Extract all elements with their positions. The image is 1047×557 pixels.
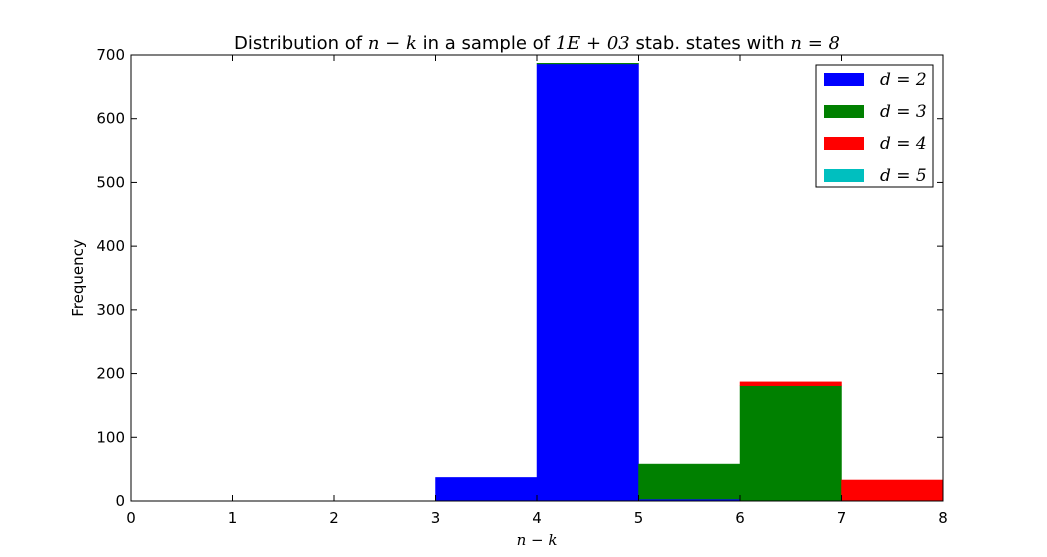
bar-d3-bin-6 — [739, 385, 842, 502]
bar-d2-bin-3 — [435, 477, 538, 502]
legend-swatch-d5 — [824, 169, 864, 182]
chart-title-part: in a sample of — [417, 33, 556, 54]
chart-title: Distribution of n − k in a sample of 1E … — [234, 33, 840, 54]
x-tick-label: 6 — [735, 509, 745, 527]
x-tick-label: 5 — [634, 509, 644, 527]
x-tick-label: 1 — [228, 509, 238, 527]
y-tick-label: 700 — [96, 46, 125, 64]
bar-d3-bin-5 — [638, 463, 741, 500]
legend-label-d3: d = 3 — [880, 102, 927, 122]
chart-title-part: n − k — [368, 33, 417, 54]
x-tick-label: 0 — [126, 509, 136, 527]
legend-label-d2: d = 2 — [880, 70, 927, 90]
legend: d = 2 d = 3 d = 4 d = 5 — [815, 64, 934, 188]
legend-label-d4: d = 4 — [880, 134, 927, 154]
legend-label-d5: d = 5 — [880, 166, 927, 186]
legend-swatch-d2 — [824, 73, 864, 86]
bar-d4-bin-7 — [841, 479, 944, 502]
x-tick-label: 3 — [431, 509, 441, 527]
bars-group — [435, 63, 944, 502]
x-axis-label: n − k — [517, 531, 558, 549]
y-axis-label: Frequency — [69, 239, 87, 317]
y-tick-label: 200 — [96, 365, 125, 383]
bar-d3-bin-4 — [536, 63, 639, 65]
legend-swatch-d4 — [824, 137, 864, 150]
x-tick-label: 7 — [837, 509, 847, 527]
axis-ticks: 0 1 2 3 4 5 6 7 8 0 100 200 300 400 500 600 700 — [96, 46, 947, 527]
y-tick-label: 300 — [96, 301, 125, 319]
x-tick-label: 4 — [532, 509, 542, 527]
x-tick-label: 2 — [329, 509, 339, 527]
chart-title-part: 1E + 03 — [556, 33, 630, 54]
y-tick-label: 100 — [96, 428, 125, 446]
chart-title-part: Distribution of — [234, 33, 368, 54]
y-tick-label: 0 — [115, 492, 125, 510]
chart-title-part: n = 8 — [790, 33, 840, 54]
bar-d2-bin-4 — [536, 63, 639, 502]
y-tick-label: 500 — [96, 173, 125, 191]
x-tick-label: 8 — [938, 509, 948, 527]
legend-swatch-d3 — [824, 105, 864, 118]
bar-d4-bin-6 — [739, 381, 842, 386]
chart-title-part: stab. states with — [630, 33, 791, 54]
y-tick-label: 400 — [96, 237, 125, 255]
y-tick-label: 600 — [96, 110, 125, 128]
